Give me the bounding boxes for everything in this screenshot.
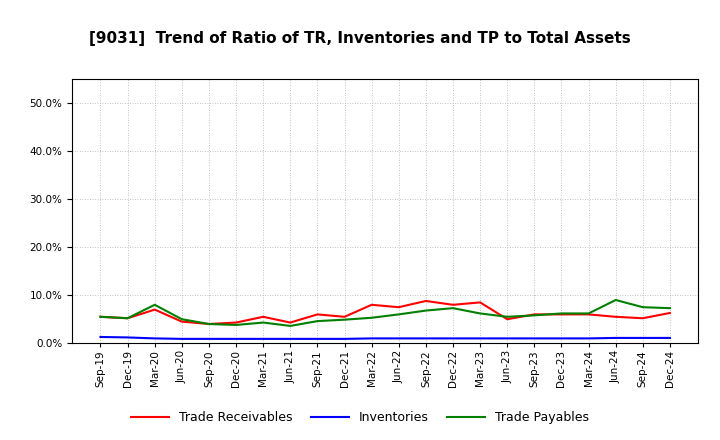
Trade Receivables	[395, 304, 403, 310]
Inventories	[611, 335, 620, 341]
Trade Payables	[584, 311, 593, 316]
Trade Payables	[313, 319, 322, 324]
Trade Receivables	[204, 321, 213, 326]
Inventories	[204, 336, 213, 341]
Inventories	[557, 336, 566, 341]
Trade Receivables	[449, 302, 457, 308]
Trade Payables	[557, 311, 566, 316]
Inventories	[341, 336, 349, 341]
Trade Payables	[178, 316, 186, 322]
Line: Trade Receivables: Trade Receivables	[101, 301, 670, 324]
Trade Receivables	[503, 316, 511, 322]
Trade Payables	[367, 315, 376, 320]
Inventories	[476, 336, 485, 341]
Inventories	[232, 336, 240, 341]
Trade Payables	[476, 311, 485, 316]
Trade Receivables	[530, 312, 539, 317]
Trade Receivables	[665, 310, 674, 315]
Trade Receivables	[639, 315, 647, 321]
Trade Receivables	[232, 320, 240, 325]
Trade Payables	[286, 323, 294, 329]
Legend: Trade Receivables, Inventories, Trade Payables: Trade Receivables, Inventories, Trade Pa…	[126, 407, 594, 429]
Trade Payables	[123, 315, 132, 321]
Inventories	[286, 336, 294, 341]
Trade Receivables	[286, 320, 294, 325]
Trade Payables	[204, 321, 213, 326]
Trade Receivables	[341, 314, 349, 319]
Line: Inventories: Inventories	[101, 337, 670, 339]
Trade Payables	[395, 312, 403, 317]
Inventories	[530, 336, 539, 341]
Trade Receivables	[421, 298, 430, 304]
Trade Receivables	[150, 307, 159, 312]
Inventories	[96, 334, 105, 340]
Inventories	[503, 336, 511, 341]
Trade Receivables	[367, 302, 376, 308]
Trade Receivables	[584, 312, 593, 317]
Line: Trade Payables: Trade Payables	[101, 300, 670, 326]
Trade Receivables	[259, 314, 268, 319]
Trade Receivables	[313, 312, 322, 317]
Inventories	[395, 336, 403, 341]
Trade Payables	[503, 314, 511, 319]
Trade Payables	[259, 320, 268, 325]
Inventories	[367, 336, 376, 341]
Trade Payables	[341, 317, 349, 323]
Text: [9031]  Trend of Ratio of TR, Inventories and TP to Total Assets: [9031] Trend of Ratio of TR, Inventories…	[89, 31, 631, 46]
Trade Payables	[421, 308, 430, 313]
Trade Receivables	[557, 312, 566, 317]
Inventories	[665, 335, 674, 341]
Trade Payables	[449, 305, 457, 311]
Trade Payables	[150, 302, 159, 308]
Trade Payables	[232, 323, 240, 328]
Trade Payables	[611, 297, 620, 303]
Inventories	[150, 336, 159, 341]
Inventories	[259, 336, 268, 341]
Inventories	[584, 336, 593, 341]
Trade Receivables	[611, 314, 620, 319]
Inventories	[123, 335, 132, 340]
Inventories	[178, 336, 186, 341]
Trade Payables	[665, 305, 674, 311]
Inventories	[639, 335, 647, 341]
Inventories	[313, 336, 322, 341]
Trade Payables	[530, 313, 539, 318]
Trade Receivables	[178, 319, 186, 324]
Inventories	[421, 336, 430, 341]
Trade Receivables	[96, 314, 105, 319]
Trade Receivables	[476, 300, 485, 305]
Inventories	[449, 336, 457, 341]
Trade Payables	[96, 314, 105, 319]
Trade Payables	[639, 304, 647, 310]
Trade Receivables	[123, 315, 132, 321]
